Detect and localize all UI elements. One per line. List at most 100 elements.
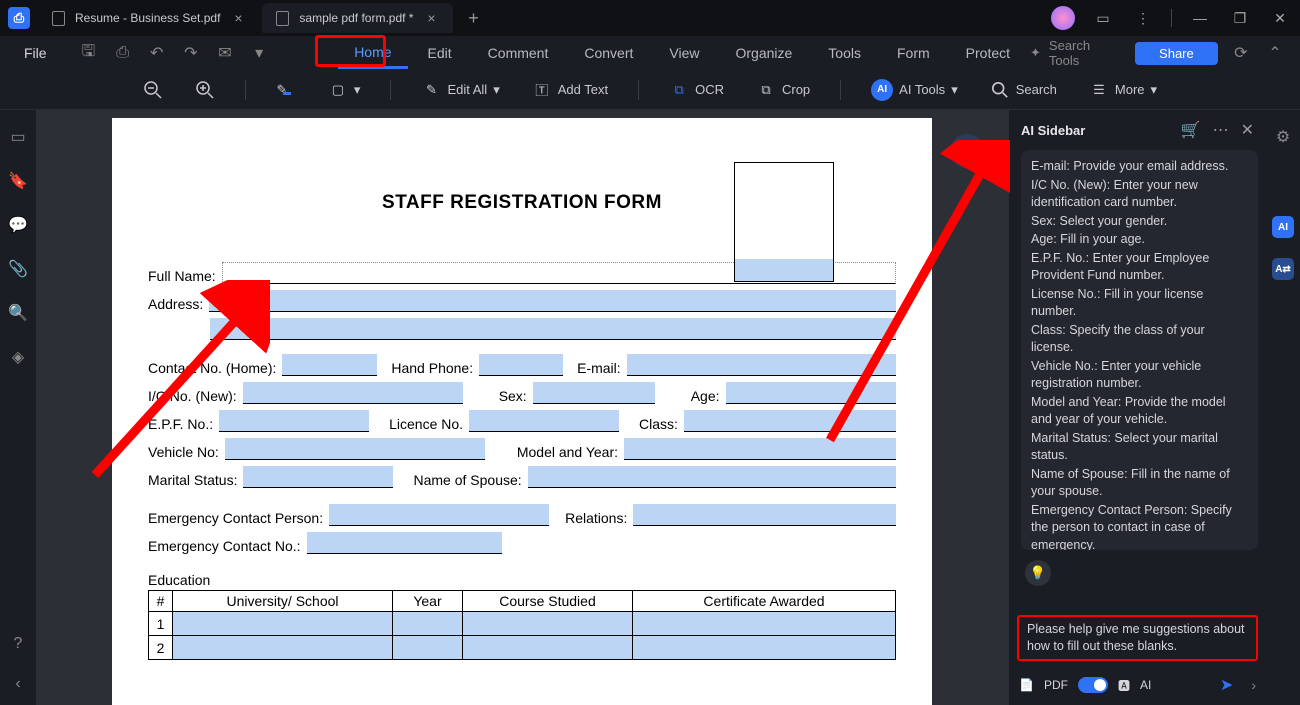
minimize-button[interactable]: —	[1188, 6, 1212, 30]
photo-placeholder[interactable]	[734, 162, 834, 282]
chat-icon[interactable]: ▭	[1091, 6, 1115, 30]
menu-organize[interactable]: Organize	[719, 39, 808, 67]
menu-view[interactable]: View	[653, 39, 715, 67]
field-emergency-no[interactable]	[307, 532, 502, 554]
chevron-right-icon[interactable]: ›	[1251, 677, 1256, 693]
ai-chip[interactable]: AI	[1272, 216, 1294, 238]
field-contact-home[interactable]	[282, 354, 377, 376]
field-hand-phone[interactable]	[479, 354, 563, 376]
text-icon: 🅃	[532, 80, 552, 100]
sync-icon[interactable]: ⟳	[1232, 43, 1250, 63]
crop-button[interactable]: ⧉Crop	[750, 76, 816, 104]
app-icon[interactable]: ⎙	[8, 7, 30, 29]
field-email[interactable]	[627, 354, 896, 376]
field-age[interactable]	[726, 382, 896, 404]
zoom-in-button[interactable]	[189, 76, 221, 104]
field-relations[interactable]	[633, 504, 896, 526]
word-export-badge[interactable]: W	[950, 134, 984, 168]
undo-icon[interactable]: ↶	[148, 43, 166, 63]
save-icon[interactable]: 🖫	[79, 43, 97, 63]
label-emergency-person: Emergency Contact Person:	[148, 510, 323, 526]
field-ic[interactable]	[243, 382, 463, 404]
highlighter-icon: ✎	[276, 80, 296, 100]
search-icon[interactable]: 🔍	[9, 304, 27, 322]
close-button[interactable]: ✕	[1268, 6, 1292, 30]
field-emergency-person[interactable]	[329, 504, 549, 526]
ai-toggle[interactable]	[1078, 677, 1108, 693]
ocr-button[interactable]: ⧉OCR	[663, 76, 730, 104]
attachment-icon[interactable]: 📎	[9, 260, 27, 278]
field-vehicle[interactable]	[225, 438, 485, 460]
field-class[interactable]	[684, 410, 896, 432]
search-tools-label: Search Tools	[1049, 38, 1115, 68]
field-address-1[interactable]	[209, 290, 896, 312]
tool-label: Crop	[782, 82, 810, 97]
bookmark-icon[interactable]: 🔖	[9, 172, 27, 190]
tab-label: Resume - Business Set.pdf	[75, 11, 220, 25]
right-rail: ⚙ AI A⇄	[1266, 110, 1300, 705]
field-sex[interactable]	[533, 382, 655, 404]
highlighter-button[interactable]: ✎	[270, 76, 302, 104]
field-marital[interactable]	[243, 466, 393, 488]
zoom-out-button[interactable]	[137, 76, 169, 104]
maximize-button[interactable]: ❐	[1228, 6, 1252, 30]
menu-protect[interactable]: Protect	[950, 39, 1026, 67]
help-icon[interactable]: ?	[9, 635, 27, 653]
send-icon[interactable]: ➤	[1220, 675, 1233, 695]
dots-icon[interactable]: ⋯	[1213, 120, 1229, 140]
table-row: 2	[149, 636, 896, 660]
field-address-2[interactable]	[210, 318, 896, 340]
chevron-left-icon[interactable]: ‹	[9, 675, 27, 693]
add-text-button[interactable]: 🅃Add Text	[526, 76, 614, 104]
left-rail: ▭ 🔖 💬 📎 🔍 ◈ ? ‹	[0, 110, 36, 705]
field-licence[interactable]	[469, 410, 619, 432]
comment-icon[interactable]: 💬	[9, 216, 27, 234]
thumbnails-icon[interactable]: ▭	[9, 128, 27, 146]
tab-resume[interactable]: Resume - Business Set.pdf ×	[38, 3, 260, 33]
ai-input[interactable]: Please help give me suggestions about ho…	[1027, 621, 1248, 655]
tab-sample-form[interactable]: sample pdf form.pdf * ×	[262, 3, 453, 33]
share-button[interactable]: Share	[1135, 42, 1218, 65]
search-button[interactable]: Search	[984, 76, 1063, 104]
add-tab-button[interactable]: +	[459, 4, 487, 32]
chevron-down-icon[interactable]: ▾	[250, 43, 268, 63]
more-icon: ☰	[1089, 80, 1109, 100]
menu-convert[interactable]: Convert	[568, 39, 649, 67]
shape-button[interactable]: ▢▾	[322, 76, 367, 104]
print-icon[interactable]: ⎙	[114, 43, 132, 63]
doc-icon	[52, 11, 65, 26]
settings-icon[interactable]: ⚙	[1274, 128, 1292, 146]
ai-label: AI	[1140, 678, 1151, 692]
menu-comment[interactable]: Comment	[472, 39, 565, 67]
layers-icon[interactable]: ◈	[9, 348, 27, 366]
ai-sidebar: AI Sidebar 🛒 ⋯ ✕ E-mail: Provide your em…	[1008, 110, 1266, 705]
kebab-icon[interactable]: ⋮	[1131, 6, 1155, 30]
avatar[interactable]	[1051, 6, 1075, 30]
field-model-year[interactable]	[624, 438, 896, 460]
search-tools[interactable]: ✦ Search Tools	[1030, 38, 1115, 68]
redo-icon[interactable]: ↷	[182, 43, 200, 63]
field-epf[interactable]	[219, 410, 369, 432]
close-icon[interactable]: ✕	[1241, 120, 1254, 140]
close-icon[interactable]: ×	[230, 10, 246, 26]
menu-tools[interactable]: Tools	[812, 39, 877, 67]
menu-home[interactable]: Home	[338, 38, 407, 69]
lightbulb-icon[interactable]: 💡	[1025, 560, 1051, 586]
cart-icon[interactable]: 🛒	[1181, 120, 1201, 140]
menu-edit[interactable]: Edit	[412, 39, 468, 67]
mail-icon[interactable]: ✉	[216, 43, 234, 63]
close-icon[interactable]: ×	[423, 10, 439, 26]
document-canvas[interactable]: STAFF REGISTRATION FORM Full Name: Addre…	[36, 110, 1008, 705]
label-licence: Licence No.	[389, 416, 463, 432]
collapse-icon[interactable]: ⌃	[1266, 43, 1284, 63]
tool-label: More	[1115, 82, 1145, 97]
label-sex: Sex:	[499, 388, 527, 404]
translate-chip[interactable]: A⇄	[1272, 258, 1294, 280]
more-button[interactable]: ☰More▾	[1083, 76, 1163, 104]
ai-tools-button[interactable]: AIAI Tools▾	[865, 75, 964, 105]
menu-form[interactable]: Form	[881, 39, 946, 67]
field-spouse[interactable]	[528, 466, 896, 488]
file-menu[interactable]: File	[16, 41, 55, 65]
col-year: Year	[393, 591, 463, 612]
edit-all-button[interactable]: ✎Edit All▾	[415, 76, 505, 104]
